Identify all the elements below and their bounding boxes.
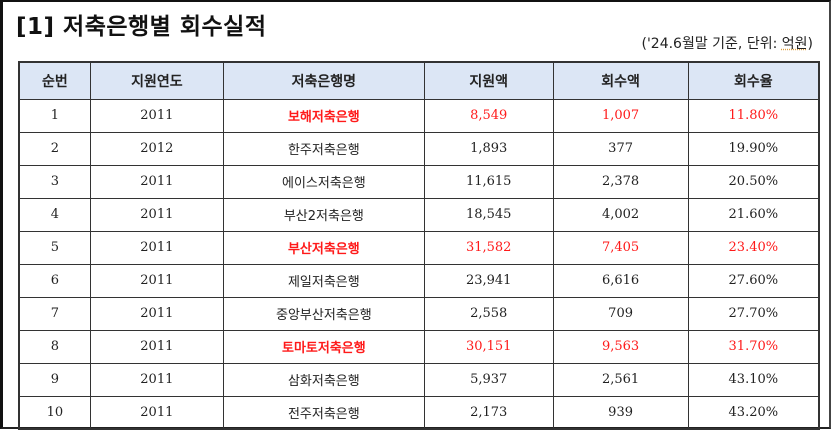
cell-rate: 23.40% [687,230,820,265]
recovery-table: 순번 지원연도 저축은행명 지원액 회수액 회수율 1 2011 보해저축은행 8,5… [18,61,820,430]
cell-recovered: 2,561 [552,362,689,397]
table-row: 5 2011 부산저축은행 31,582 7,405 23.40% [18,230,820,265]
cell-bank-name: 토마토저축은행 [222,329,425,364]
cell-year: 2011 [89,263,224,298]
header-no: 순번 [18,61,91,100]
cell-no: 5 [18,230,91,265]
table-row: 3 2011 에이스저축은행 11,615 2,378 20.50% [18,164,820,199]
cell-recovered: 939 [552,395,689,430]
cell-support: 31,582 [423,230,554,265]
cell-rate: 43.10% [687,362,820,397]
cell-support: 23,941 [423,263,554,298]
cell-recovered: 1,007 [552,98,689,133]
cell-year: 2011 [89,395,224,430]
cell-no: 8 [18,329,91,364]
cell-recovered: 7,405 [552,230,689,265]
table-note: ('24.6월말 기준, 단위: 억원) [641,33,813,53]
cell-recovered: 377 [552,131,689,166]
cell-no: 2 [18,131,91,166]
cell-support: 18,545 [423,197,554,232]
table-row: 10 2011 전주저축은행 2,173 939 43.20% [18,395,820,430]
table-row: 2 2012 한주저축은행 1,893 377 19.90% [18,131,820,166]
header-rate: 회수율 [687,61,820,100]
cell-rate: 27.60% [687,263,820,298]
cell-support: 1,893 [423,131,554,166]
cell-rate: 31.70% [687,329,820,364]
cell-no: 1 [18,98,91,133]
cell-year: 2011 [89,197,224,232]
cell-support: 8,549 [423,98,554,133]
header-recovered: 회수액 [552,61,689,100]
cell-bank-name: 삼화저축은행 [222,362,425,397]
page-title: [1] 저축은행별 회수실적 [16,14,267,40]
table-row: 8 2011 토마토저축은행 30,151 9,563 31.70% [18,329,820,364]
cell-year: 2012 [89,131,224,166]
table-header-row: 순번 지원연도 저축은행명 지원액 회수액 회수율 [18,61,820,100]
cell-year: 2011 [89,230,224,265]
cell-support: 5,937 [423,362,554,397]
cell-bank-name: 부산저축은행 [222,230,425,265]
cell-year: 2011 [89,296,224,331]
cell-recovered: 4,002 [552,197,689,232]
note-unit: 억원 [781,36,808,52]
cell-bank-name: 중앙부산저축은행 [222,296,425,331]
header-year: 지원연도 [89,61,224,100]
table-row: 4 2011 부산2저축은행 18,545 4,002 21.60% [18,197,820,232]
header-support: 지원액 [423,61,554,100]
cell-bank-name: 에이스저축은행 [222,164,425,199]
cell-recovered: 6,616 [552,263,689,298]
cell-rate: 27.70% [687,296,820,331]
note-prefix: ('24.6월말 기준, 단위: [641,36,782,52]
cell-no: 3 [18,164,91,199]
cell-no: 10 [18,395,91,430]
cell-no: 9 [18,362,91,397]
cell-rate: 19.90% [687,131,820,166]
cell-support: 11,615 [423,164,554,199]
cell-no: 4 [18,197,91,232]
cell-year: 2011 [89,98,224,133]
cell-support: 2,173 [423,395,554,430]
cell-year: 2011 [89,164,224,199]
cell-bank-name: 전주저축은행 [222,395,425,430]
cell-recovered: 709 [552,296,689,331]
cell-year: 2011 [89,329,224,364]
cell-recovered: 9,563 [552,329,689,364]
cell-bank-name: 제일저축은행 [222,263,425,298]
note-suffix: ) [807,36,813,52]
cell-rate: 43.20% [687,395,820,430]
cell-bank-name: 부산2저축은행 [222,197,425,232]
table-row: 6 2011 제일저축은행 23,941 6,616 27.60% [18,263,820,298]
cell-rate: 20.50% [687,164,820,199]
cell-bank-name: 한주저축은행 [222,131,425,166]
cell-bank-name: 보해저축은행 [222,98,425,133]
cell-support: 2,558 [423,296,554,331]
cell-no: 7 [18,296,91,331]
cell-recovered: 2,378 [552,164,689,199]
cell-year: 2011 [89,362,224,397]
cell-rate: 21.60% [687,197,820,232]
header-bank-name: 저축은행명 [222,61,425,100]
cell-no: 6 [18,263,91,298]
cell-support: 30,151 [423,329,554,364]
table-row: 9 2011 삼화저축은행 5,937 2,561 43.10% [18,362,820,397]
table-row: 1 2011 보해저축은행 8,549 1,007 11.80% [18,98,820,133]
table-row: 7 2011 중앙부산저축은행 2,558 709 27.70% [18,296,820,331]
cell-rate: 11.80% [687,98,820,133]
